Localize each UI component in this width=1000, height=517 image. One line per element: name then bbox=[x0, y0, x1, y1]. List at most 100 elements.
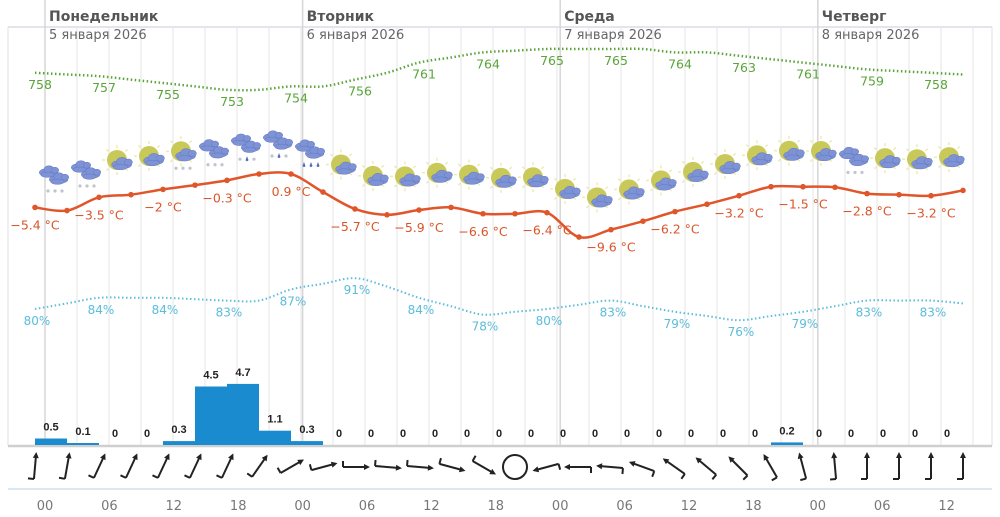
temperature-point bbox=[800, 183, 806, 190]
wind-arrow-barb bbox=[742, 474, 749, 481]
time-tick-label: 00 bbox=[294, 499, 311, 514]
weather-icon-partly-cloudy bbox=[902, 144, 933, 175]
wind-arrow-icon bbox=[861, 452, 870, 480]
wind-arrow-barb bbox=[557, 463, 562, 470]
pressure-label: 759 bbox=[860, 73, 884, 88]
weather-icon-partly-cloudy bbox=[326, 149, 357, 180]
wind-arrow-barb bbox=[406, 459, 409, 467]
wind-arrow-head bbox=[960, 452, 966, 458]
wind-arrow-icon bbox=[628, 461, 656, 478]
wind-arrow-head bbox=[628, 461, 636, 467]
weather-icon-sleet bbox=[263, 130, 293, 159]
wind-arrow-icon bbox=[406, 459, 434, 471]
wind-arrow-icon bbox=[564, 464, 592, 473]
precipitation-label: 0 bbox=[528, 428, 534, 440]
precipitation-label: 0 bbox=[336, 428, 342, 440]
snowflake-icon bbox=[188, 166, 192, 170]
weather-icon-partly-cloudy bbox=[486, 162, 517, 193]
cloud-icon bbox=[81, 167, 101, 180]
wind-arrow-shaft bbox=[598, 464, 624, 470]
snowflake-icon bbox=[78, 184, 82, 188]
temperature-point bbox=[32, 204, 38, 211]
precipitation-bar bbox=[67, 443, 99, 445]
wind-arrow-head bbox=[65, 452, 72, 459]
precipitation-bar bbox=[227, 383, 259, 445]
pressure-label: 764 bbox=[476, 56, 500, 71]
cloud-icon bbox=[751, 152, 773, 166]
temperature-label: −6.4 °C bbox=[522, 223, 572, 238]
wind-arrow-icon bbox=[120, 453, 138, 479]
precipitation-label: 0 bbox=[912, 428, 918, 440]
snowflake-icon bbox=[853, 170, 857, 175]
wind-arrow-icon bbox=[662, 458, 686, 480]
temperature-point bbox=[576, 234, 582, 240]
precipitation-label: 0 bbox=[848, 428, 854, 440]
temperature-point bbox=[448, 204, 454, 211]
humidity-label: 78% bbox=[472, 320, 499, 334]
weather-icon-partly-cloudy bbox=[134, 141, 165, 172]
wind-arrow-barb bbox=[216, 474, 223, 479]
wind-arrow-head bbox=[164, 453, 170, 461]
temperature-point bbox=[928, 192, 934, 199]
time-tick-label: 00 bbox=[810, 499, 827, 514]
grid bbox=[7, 26, 993, 490]
wind-arrow-barb bbox=[58, 476, 66, 480]
wind-arrow-shaft bbox=[472, 460, 494, 474]
wind-arrow-icon bbox=[925, 452, 934, 480]
wind-arrow-icon bbox=[797, 452, 808, 482]
snowflake-icon bbox=[860, 170, 864, 175]
wind-arrow-shaft bbox=[535, 462, 559, 472]
day-name: Понедельник bbox=[49, 9, 159, 25]
pressure-label: 765 bbox=[540, 53, 564, 68]
pressure-label: 754 bbox=[284, 90, 308, 105]
wind-arrow-head bbox=[132, 453, 138, 461]
pressure-label: 763 bbox=[732, 60, 756, 75]
snowflake-icon bbox=[238, 157, 242, 161]
humidity-label: 91% bbox=[344, 283, 371, 297]
temperature-point bbox=[608, 226, 614, 233]
temperature-point bbox=[128, 191, 134, 198]
wind-arrow-head bbox=[458, 466, 466, 473]
pressure-label: 764 bbox=[668, 56, 692, 71]
wind-arrow-icon bbox=[246, 454, 268, 478]
wind-arrow-icon bbox=[342, 461, 370, 470]
precipitation-label: 0 bbox=[720, 428, 726, 440]
weather-icon-partly-cloudy bbox=[102, 144, 133, 175]
temperature-point bbox=[736, 192, 742, 199]
day-date: 7 января 2026 bbox=[564, 28, 662, 43]
humidity-label: 83% bbox=[920, 306, 947, 320]
wind-arrow-head bbox=[596, 463, 603, 470]
weather-icon-snow bbox=[839, 146, 869, 175]
wind-arrow-icon bbox=[88, 453, 106, 479]
wind-arrow-barb bbox=[651, 470, 656, 478]
snowflake-icon bbox=[206, 163, 210, 167]
snowflake-icon bbox=[181, 166, 185, 170]
wind-arrows bbox=[27, 452, 966, 482]
humidity-label: 84% bbox=[408, 303, 435, 317]
humidity-label: 79% bbox=[664, 317, 691, 331]
snowflake-icon bbox=[284, 154, 288, 158]
precipitation-label: 0 bbox=[432, 428, 438, 440]
cloud-icon bbox=[273, 137, 293, 150]
cloud-icon bbox=[559, 186, 581, 199]
snowflake-icon bbox=[213, 163, 217, 167]
precipitation-label: 0.5 bbox=[43, 422, 58, 434]
calm-wind-icon bbox=[502, 454, 528, 480]
raindrop-icon bbox=[245, 156, 249, 162]
wind-arrow-barb bbox=[276, 467, 282, 474]
wind-arrow-shaft bbox=[311, 462, 335, 472]
temperature-label: −2.8 °C bbox=[842, 204, 892, 219]
precipitation-label: 0.3 bbox=[171, 424, 186, 436]
snowflake-icon bbox=[174, 166, 178, 170]
time-tick-label: 12 bbox=[938, 499, 955, 514]
wind-arrow-shaft bbox=[157, 455, 169, 479]
cloud-icon bbox=[719, 161, 741, 175]
wind-arrow-barb bbox=[152, 474, 159, 479]
wind-arrow-head bbox=[695, 457, 703, 464]
pressure-label: 761 bbox=[796, 67, 820, 82]
time-tick-label: 12 bbox=[681, 499, 698, 514]
precipitation-label: 0.3 bbox=[299, 424, 314, 436]
cloud-icon bbox=[849, 153, 869, 167]
precipitation-label: 4.7 bbox=[235, 367, 250, 379]
wind-arrow-icon bbox=[829, 452, 838, 481]
